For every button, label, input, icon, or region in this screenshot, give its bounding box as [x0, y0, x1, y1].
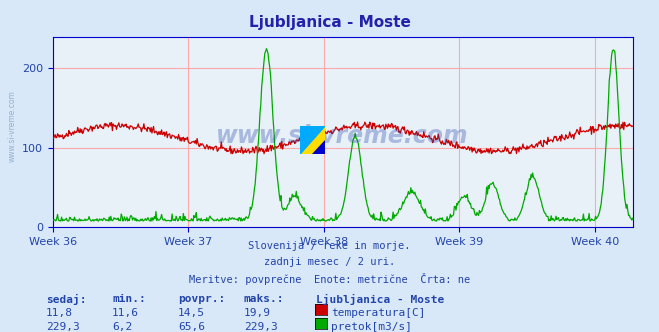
Text: 14,5: 14,5	[178, 308, 205, 318]
Text: 11,6: 11,6	[112, 308, 139, 318]
Text: maks.:: maks.:	[244, 294, 284, 304]
Text: povpr.:: povpr.:	[178, 294, 225, 304]
Text: 229,3: 229,3	[244, 322, 277, 332]
Text: sedaj:: sedaj:	[46, 294, 86, 305]
Text: 65,6: 65,6	[178, 322, 205, 332]
Text: 229,3: 229,3	[46, 322, 80, 332]
Text: Ljubljanica - Moste: Ljubljanica - Moste	[316, 294, 445, 305]
Text: www.si-vreme.com: www.si-vreme.com	[216, 124, 469, 148]
Text: pretok[m3/s]: pretok[m3/s]	[331, 322, 412, 332]
Text: 6,2: 6,2	[112, 322, 132, 332]
Text: Slovenija / reke in morje.: Slovenija / reke in morje.	[248, 241, 411, 251]
Polygon shape	[300, 126, 325, 154]
Text: zadnji mesec / 2 uri.: zadnji mesec / 2 uri.	[264, 257, 395, 267]
Polygon shape	[312, 140, 325, 154]
Text: temperatura[C]: temperatura[C]	[331, 308, 425, 318]
Text: 11,8: 11,8	[46, 308, 73, 318]
Text: Meritve: povprečne  Enote: metrične  Črta: ne: Meritve: povprečne Enote: metrične Črta:…	[189, 273, 470, 285]
Polygon shape	[300, 126, 325, 154]
Text: www.si-vreme.com: www.si-vreme.com	[8, 90, 17, 162]
Text: min.:: min.:	[112, 294, 146, 304]
Text: 19,9: 19,9	[244, 308, 271, 318]
Text: Ljubljanica - Moste: Ljubljanica - Moste	[248, 15, 411, 30]
